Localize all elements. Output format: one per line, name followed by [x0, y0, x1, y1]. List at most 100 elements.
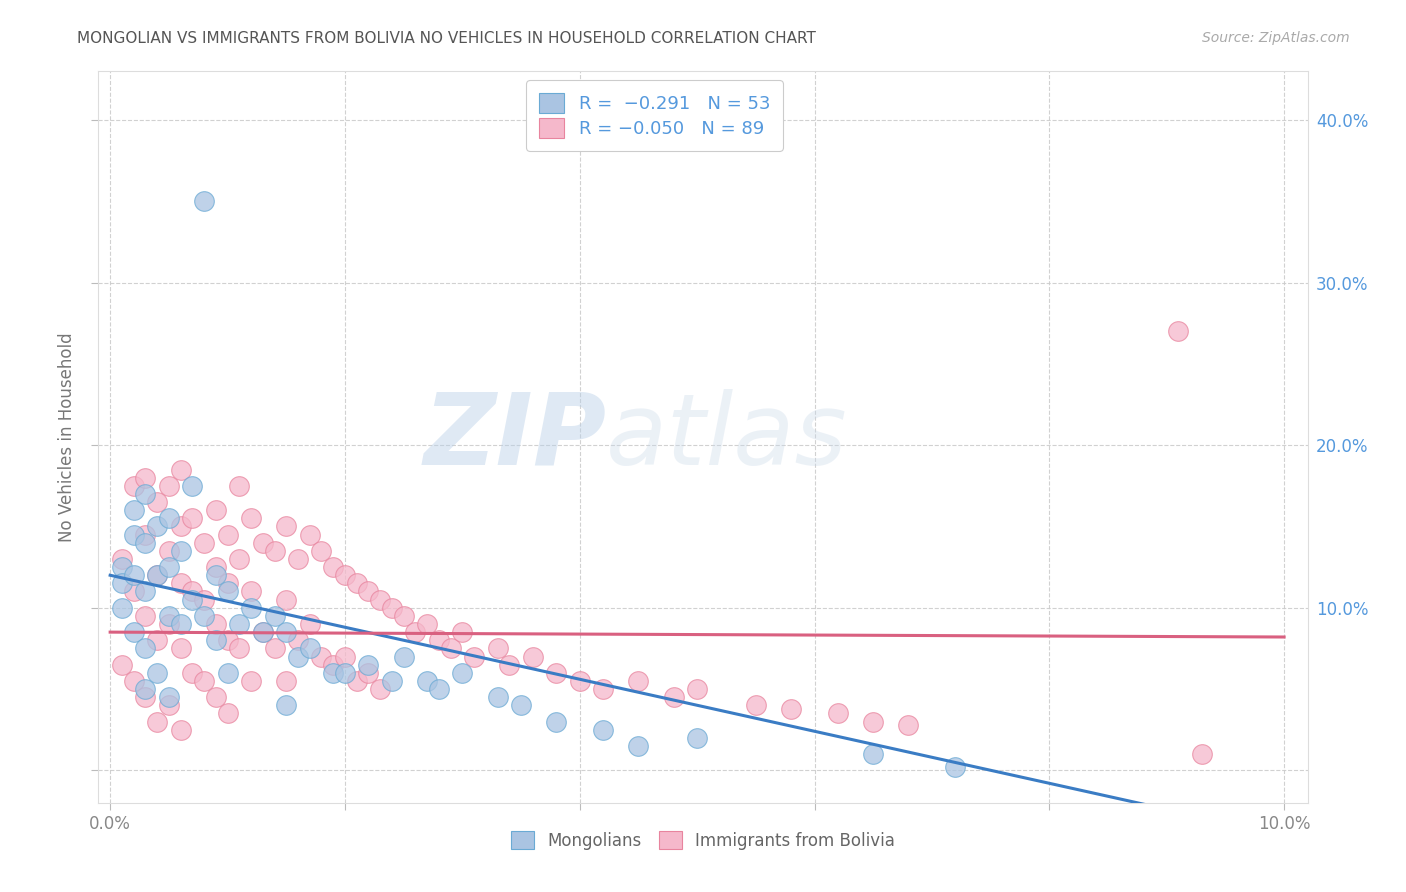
Point — [193, 608, 215, 623]
Point — [122, 625, 145, 640]
Point — [276, 592, 298, 607]
Point — [427, 681, 450, 696]
Point — [745, 698, 768, 713]
Point — [111, 657, 134, 672]
Point — [217, 706, 239, 721]
Point — [311, 544, 333, 558]
Point — [311, 649, 333, 664]
Point — [276, 698, 298, 713]
Point — [134, 527, 156, 541]
Point — [240, 584, 263, 599]
Point — [287, 633, 309, 648]
Point — [204, 690, 226, 705]
Point — [252, 625, 274, 640]
Point — [204, 568, 226, 582]
Point — [169, 723, 191, 737]
Point — [204, 617, 226, 632]
Point — [217, 665, 239, 680]
Point — [1191, 747, 1213, 761]
Point — [322, 560, 344, 574]
Point — [111, 576, 134, 591]
Point — [193, 194, 215, 209]
Point — [662, 690, 685, 705]
Point — [381, 600, 404, 615]
Point — [181, 511, 204, 525]
Legend: Mongolians, Immigrants from Bolivia: Mongolians, Immigrants from Bolivia — [505, 824, 901, 856]
Point — [181, 592, 204, 607]
Point — [322, 665, 344, 680]
Text: ZIP: ZIP — [423, 389, 606, 485]
Point — [404, 625, 426, 640]
Point — [416, 673, 439, 688]
Point — [228, 552, 250, 566]
Point — [592, 723, 614, 737]
Point — [439, 641, 461, 656]
Point — [945, 760, 967, 774]
Point — [181, 584, 204, 599]
Point — [228, 641, 250, 656]
Point — [240, 600, 263, 615]
Point — [146, 568, 169, 582]
Point — [134, 690, 156, 705]
Point — [346, 673, 368, 688]
Point — [451, 625, 474, 640]
Point — [263, 544, 285, 558]
Point — [157, 544, 180, 558]
Point — [122, 568, 145, 582]
Point — [134, 608, 156, 623]
Point — [368, 681, 391, 696]
Point — [263, 608, 285, 623]
Point — [169, 617, 191, 632]
Point — [204, 633, 226, 648]
Point — [427, 633, 450, 648]
Point — [346, 576, 368, 591]
Point — [169, 576, 191, 591]
Point — [276, 673, 298, 688]
Text: atlas: atlas — [606, 389, 848, 485]
Point — [298, 617, 321, 632]
Point — [381, 673, 404, 688]
Point — [862, 747, 884, 761]
Point — [217, 576, 239, 591]
Point — [111, 600, 134, 615]
Point — [134, 535, 156, 549]
Point — [122, 479, 145, 493]
Point — [181, 665, 204, 680]
Point — [217, 633, 239, 648]
Point — [169, 519, 191, 533]
Point — [322, 657, 344, 672]
Point — [276, 519, 298, 533]
Point — [546, 714, 568, 729]
Point — [263, 641, 285, 656]
Point — [416, 617, 439, 632]
Point — [333, 568, 356, 582]
Point — [276, 625, 298, 640]
Point — [1167, 325, 1189, 339]
Y-axis label: No Vehicles in Household: No Vehicles in Household — [58, 332, 76, 542]
Point — [287, 649, 309, 664]
Point — [240, 673, 263, 688]
Point — [204, 503, 226, 517]
Point — [780, 701, 803, 715]
Point — [522, 649, 544, 664]
Point — [510, 698, 533, 713]
Point — [287, 552, 309, 566]
Point — [122, 673, 145, 688]
Point — [357, 657, 380, 672]
Text: MONGOLIAN VS IMMIGRANTS FROM BOLIVIA NO VEHICLES IN HOUSEHOLD CORRELATION CHART: MONGOLIAN VS IMMIGRANTS FROM BOLIVIA NO … — [77, 31, 817, 46]
Text: Source: ZipAtlas.com: Source: ZipAtlas.com — [1202, 31, 1350, 45]
Point — [357, 584, 380, 599]
Point — [169, 462, 191, 476]
Point — [157, 608, 180, 623]
Point — [217, 584, 239, 599]
Point — [392, 649, 415, 664]
Point — [193, 673, 215, 688]
Point — [592, 681, 614, 696]
Point — [146, 665, 169, 680]
Point — [146, 568, 169, 582]
Point — [463, 649, 485, 664]
Point — [357, 665, 380, 680]
Point — [146, 714, 169, 729]
Point — [157, 698, 180, 713]
Point — [122, 527, 145, 541]
